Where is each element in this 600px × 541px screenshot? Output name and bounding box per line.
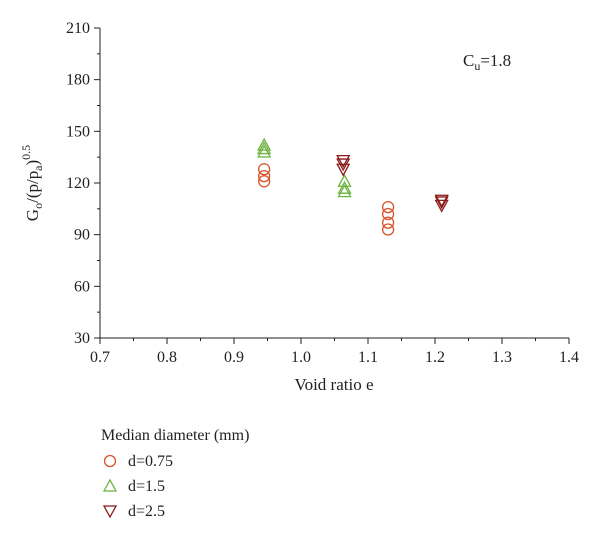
y-axis-title-close: ): [23, 160, 42, 166]
legend-label: d=2.5: [128, 503, 165, 520]
y-tick-label: 150: [66, 123, 90, 140]
data-point: [434, 194, 449, 208]
x-tick-label: 1.1: [358, 349, 378, 366]
y-tick-label: 90: [74, 227, 90, 244]
cu-annotation-base: C: [463, 51, 474, 70]
legend-entry: d=2.5: [102, 503, 165, 520]
data-point: [257, 137, 272, 151]
legend-label: d=0.75: [128, 453, 173, 470]
series-1: [257, 163, 395, 236]
data-point: [381, 223, 395, 236]
y-tick-label: 30: [74, 330, 90, 347]
data-point: [336, 163, 351, 177]
data-point: [337, 180, 352, 194]
data-point: [257, 141, 272, 155]
data-point: [381, 200, 395, 214]
series-2: [257, 137, 352, 198]
y-tick-label: 210: [66, 20, 90, 37]
legend-marker: [102, 505, 118, 519]
axes: [99, 28, 569, 339]
data-point: [337, 184, 352, 198]
data-point: [257, 175, 271, 188]
x-axis-title: Void ratio e: [294, 375, 373, 394]
data-point: [434, 199, 449, 213]
cu-annotation-rest: =1.8: [480, 51, 511, 70]
legend-entry: d=0.75: [103, 453, 173, 470]
y-tick-label: 60: [74, 278, 90, 295]
x-tick-label: 1.2: [425, 349, 445, 366]
y-axis-title-base: G: [23, 209, 42, 221]
x-tick-label: 0.9: [224, 349, 244, 366]
data-point: [257, 163, 271, 176]
ticks: [94, 27, 570, 344]
data-point: [381, 216, 395, 229]
data-point: [381, 207, 395, 221]
x-tick-label: 1.3: [492, 349, 512, 366]
x-tick-label: 1.0: [291, 349, 311, 366]
y-tick-label: 120: [66, 175, 90, 192]
data-point: [257, 144, 272, 158]
y-axis-title: Go/(p/pa)0.5: [19, 145, 45, 221]
legend-marker: [103, 454, 117, 468]
y-axis-title-sub2: a: [31, 165, 45, 171]
data-point: [336, 154, 351, 168]
cu-annotation: Cu=1.8: [463, 51, 511, 73]
legend: Median diameter (mm) d=0.75 d=1.5 d=2.5: [101, 427, 249, 520]
data-point: [337, 173, 352, 187]
y-axis-title-sup: 0.5: [19, 145, 33, 160]
data-point: [434, 196, 449, 210]
cu-annotation-sub: u: [474, 59, 480, 73]
y-tick-label: 180: [66, 72, 90, 89]
legend-title: Median diameter (mm): [101, 427, 249, 444]
data-point: [336, 158, 351, 172]
x-tick-label: 0.8: [157, 349, 177, 366]
legend-label: d=1.5: [128, 478, 165, 495]
tick-labels: 0.7 0.8 0.9 1.0 1.1 1.2 1.3 1.4 30 60 90 120 150 180 2…: [66, 20, 579, 366]
legend-entries: d=0.75 d=1.5 d=2.5: [102, 453, 173, 520]
y-axis-title-mid: /(p/p: [23, 171, 42, 203]
y-axis-title-sub1: o: [31, 203, 45, 209]
x-tick-label: 0.7: [90, 349, 110, 366]
data-point: [257, 169, 271, 183]
x-tick-label: 1.4: [559, 349, 579, 366]
series-3: [336, 154, 449, 213]
legend-entry: d=1.5: [102, 478, 165, 495]
legend-marker: [102, 478, 118, 492]
data-points: [257, 137, 449, 236]
